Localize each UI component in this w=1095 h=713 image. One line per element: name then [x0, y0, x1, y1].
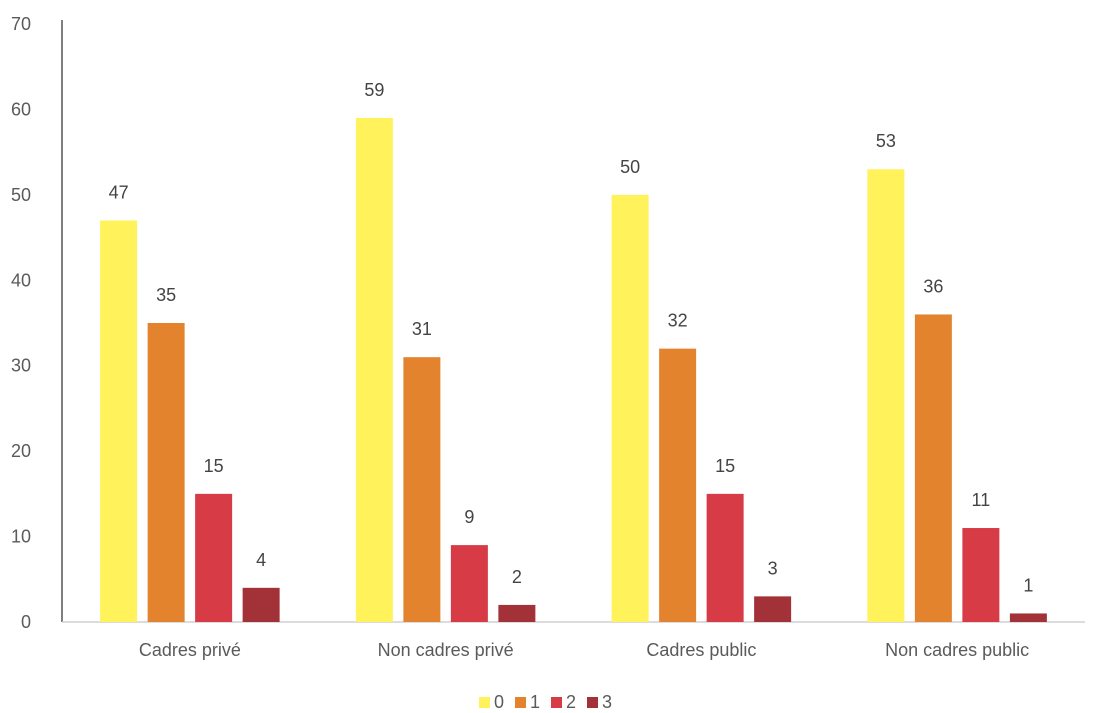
data-label: 47	[109, 182, 129, 202]
bar	[962, 528, 1000, 622]
data-label: 11	[972, 490, 991, 510]
data-label: 3	[768, 558, 778, 578]
legend-swatch	[479, 697, 490, 708]
bar	[403, 357, 441, 622]
bar	[498, 604, 536, 622]
legend-label: 2	[566, 692, 576, 712]
bar	[914, 314, 952, 622]
bars	[100, 117, 1047, 622]
bar	[100, 220, 138, 622]
y-tick-label: 0	[21, 612, 31, 632]
data-label: 15	[204, 456, 224, 476]
bar	[1009, 613, 1047, 622]
bar	[355, 117, 393, 622]
legend-swatch	[587, 697, 598, 708]
category-label: Non cadres privé	[378, 640, 514, 660]
bar	[706, 493, 744, 622]
data-label: 1	[1023, 575, 1033, 595]
bar	[450, 545, 488, 622]
y-tick-label: 60	[11, 99, 31, 119]
y-tick-label: 20	[11, 441, 31, 461]
y-tick-label: 70	[11, 14, 31, 34]
data-label: 15	[715, 456, 735, 476]
data-label: 53	[876, 131, 896, 151]
bar	[147, 323, 185, 622]
data-label: 35	[156, 285, 176, 305]
data-label: 31	[412, 319, 432, 339]
category-label: Non cadres public	[885, 640, 1029, 660]
bar	[754, 596, 792, 622]
data-label: 4	[256, 550, 266, 570]
data-label: 50	[620, 157, 640, 177]
data-label: 9	[464, 507, 474, 527]
x-axis: Cadres privé Non cadres privé Cadres publi…	[62, 621, 1085, 660]
legend-label: 0	[494, 692, 504, 712]
data-label: 32	[668, 311, 688, 331]
bar	[611, 194, 649, 622]
category-label: Cadres public	[646, 640, 756, 660]
y-tick-label: 40	[11, 270, 31, 290]
legend: 0 1 2 3	[479, 692, 612, 712]
y-tick-label: 30	[11, 356, 31, 376]
y-tick-label: 50	[11, 185, 31, 205]
bar	[242, 587, 280, 622]
legend-swatch	[515, 697, 526, 708]
category-label: Cadres privé	[139, 640, 241, 660]
y-axis: 0 10 20 30 40 50 60 70	[11, 14, 63, 632]
legend-swatch	[551, 697, 562, 708]
bar	[867, 169, 905, 622]
legend-label: 1	[530, 692, 540, 712]
data-label: 59	[364, 80, 384, 100]
bar	[659, 348, 697, 622]
bar	[195, 493, 233, 622]
data-label: 36	[923, 276, 943, 296]
legend-label: 3	[602, 692, 612, 712]
data-label: 2	[512, 567, 522, 587]
y-tick-label: 10	[11, 527, 31, 547]
